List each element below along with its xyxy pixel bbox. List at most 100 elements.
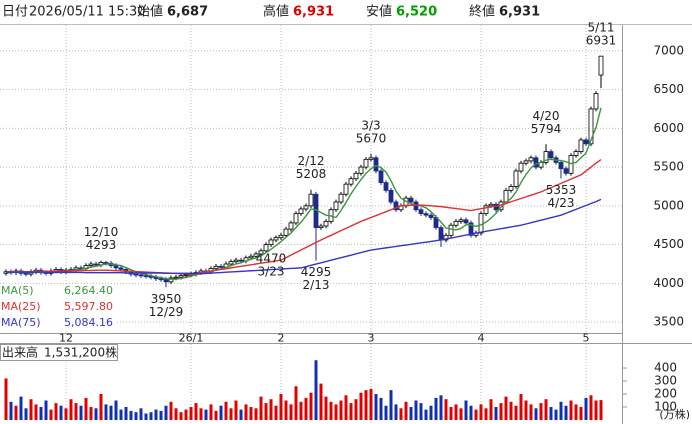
volume-bar — [574, 404, 578, 420]
volume-bar — [499, 403, 503, 420]
legend-value: 5,084.16 — [64, 316, 113, 329]
candle-body — [348, 178, 354, 185]
candle-body — [283, 228, 289, 236]
volume-bar — [44, 400, 48, 420]
candle-body — [158, 278, 164, 281]
candle-body — [273, 237, 279, 241]
candle-body — [218, 265, 224, 268]
candle-body — [163, 279, 169, 283]
candle-body — [303, 205, 309, 210]
high-label: 高値 — [263, 4, 289, 20]
candle-body — [383, 182, 389, 191]
candle-body — [278, 234, 284, 239]
candle-body — [573, 151, 579, 156]
volume-bar — [79, 405, 83, 420]
volume-bar — [534, 408, 538, 420]
candle-body — [418, 209, 424, 215]
volume-tick-label: 300 — [654, 374, 677, 388]
volume-bar — [424, 409, 428, 420]
legend-name: MA(75) — [1, 316, 41, 329]
volume-bar — [484, 408, 488, 420]
volume-bar — [404, 401, 408, 420]
volume-bar — [359, 392, 363, 420]
volume-bar — [374, 394, 378, 420]
open-value: 6,687 — [167, 5, 208, 20]
volume-bar — [204, 409, 208, 420]
candle-body — [578, 139, 584, 152]
candle-body — [408, 197, 414, 203]
candle-body — [213, 265, 219, 270]
volume-bar — [514, 405, 518, 420]
volume-bar — [54, 403, 58, 420]
volume-bar — [414, 400, 418, 420]
candle-body — [363, 158, 369, 168]
volume-bar — [259, 396, 263, 420]
y-tick-label: 6500 — [653, 82, 684, 96]
annotation-value: 5353 — [546, 183, 577, 197]
volume-bar — [289, 404, 293, 420]
annotation-value: 5670 — [356, 131, 387, 145]
candle-body — [228, 261, 234, 265]
candle-body — [253, 253, 259, 257]
candle-body — [568, 155, 574, 174]
volume-bar — [444, 399, 448, 420]
candle-body — [373, 157, 379, 172]
candle-body — [323, 220, 329, 227]
volume-bar — [284, 400, 288, 420]
volume-tick-label: 100 — [654, 400, 677, 414]
volume-bar — [394, 404, 398, 420]
candle-body — [263, 244, 269, 252]
annotation-date: 3/3 — [361, 118, 380, 132]
volume-bar — [129, 410, 133, 420]
volume-bar — [84, 397, 88, 420]
volume-bar — [89, 407, 93, 420]
volume-bar — [169, 401, 173, 420]
x-tick-label: 3 — [368, 332, 375, 345]
volume-bar — [94, 408, 98, 420]
volume-bar — [224, 401, 228, 420]
legend-name: MA(5) — [1, 284, 34, 297]
volume-bar — [504, 396, 508, 420]
candle-body — [483, 205, 489, 215]
volume-bar — [474, 409, 478, 420]
candles — [3, 55, 604, 288]
volume-bar — [529, 404, 533, 420]
volume-bars — [4, 360, 603, 420]
volume-bar — [199, 408, 203, 420]
open-label: 始値 — [137, 4, 163, 20]
volume-bar — [304, 397, 308, 420]
candle-body — [368, 157, 374, 160]
volume-bar — [154, 409, 158, 420]
volume-bar — [584, 397, 588, 420]
volume-bar — [559, 401, 563, 420]
x-tick-label: 5 — [583, 332, 590, 345]
candle-body — [103, 262, 109, 264]
volume-bar — [494, 407, 498, 420]
annotation-date: 4/20 — [533, 109, 560, 123]
volume-bar — [124, 407, 128, 420]
volume-bar — [119, 409, 123, 420]
candle-body — [173, 276, 179, 279]
volume-bar — [564, 405, 568, 420]
volume-bar — [24, 408, 28, 420]
volume-bar — [179, 412, 183, 420]
volume-bar — [194, 403, 198, 420]
volume-bar — [439, 395, 443, 420]
candle-body — [143, 275, 149, 278]
candle-body — [453, 220, 459, 226]
volume-bar — [274, 405, 278, 420]
volume-bar — [34, 404, 38, 420]
close-label: 終値 — [469, 4, 495, 20]
volume-bar — [254, 408, 258, 420]
candle-body — [468, 222, 474, 236]
y-tick-label: 4500 — [653, 237, 684, 251]
volume-bar — [459, 408, 463, 420]
volume-bar — [19, 396, 23, 420]
y-tick-label: 4000 — [653, 276, 684, 290]
legend-name: MA(25) — [1, 300, 41, 313]
candle-body — [318, 225, 324, 228]
candle-body — [268, 239, 274, 246]
candle-body — [428, 214, 434, 218]
annotation-value: 5208 — [296, 167, 327, 181]
volume-bar — [349, 403, 353, 420]
